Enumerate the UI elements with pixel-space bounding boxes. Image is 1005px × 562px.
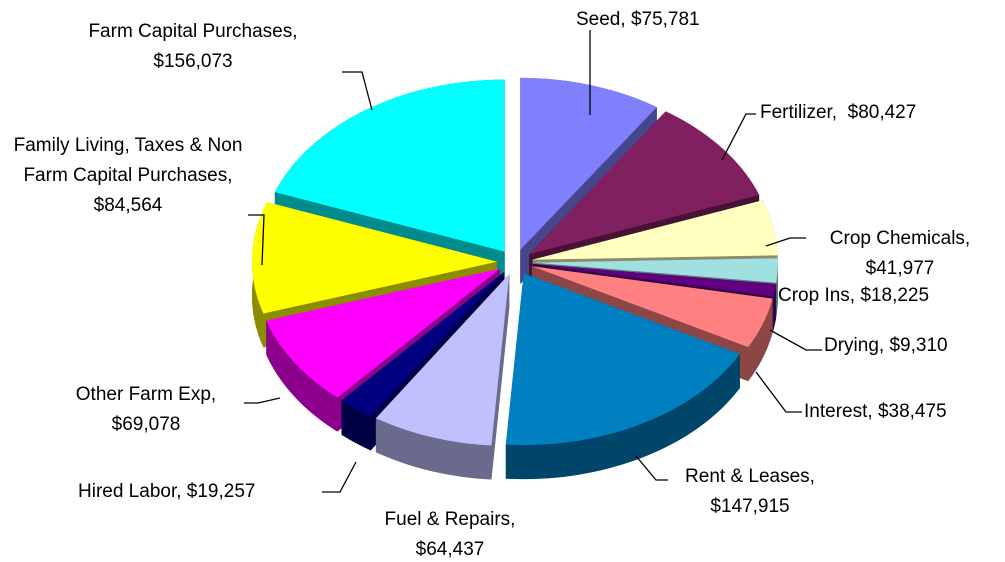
label-name: Crop Ins, [778, 285, 856, 306]
slice-wall [375, 418, 492, 480]
label-value: $147,915 [710, 496, 790, 517]
slice-wall [748, 298, 773, 382]
label-value: $80,427 [847, 102, 917, 123]
slice-label: Rent & Leases, $147,915 [670, 462, 830, 522]
slice-label: Family Living, Taxes & Non Farm Capital … [8, 131, 248, 221]
leader-line [342, 71, 373, 111]
slice-label: Fertilizer, $80,427 [760, 98, 916, 128]
slice [520, 77, 657, 250]
label-name: Farm Capital Purchases, [88, 21, 298, 42]
label-value: $84,564 [93, 195, 163, 216]
label-value: $75,781 [630, 9, 700, 30]
label-value: $64,437 [415, 539, 485, 560]
slice [252, 202, 498, 314]
slice-wall [776, 258, 778, 317]
leader-line [322, 461, 357, 493]
slice-label: Farm Capital Purchases, $156,073 [88, 17, 298, 77]
slice [532, 258, 778, 283]
slice-label: Seed, $75,781 [576, 5, 700, 35]
label-name: Fuel & Repairs, [384, 509, 516, 530]
slice-wall [266, 320, 338, 432]
leader-line [635, 455, 668, 481]
slices [252, 77, 778, 480]
slice [341, 272, 505, 417]
label-name: Interest, [804, 401, 873, 422]
leader-line [765, 237, 806, 247]
label-name: Rent & Leases, [685, 466, 815, 487]
leader-line [769, 329, 822, 351]
slice-wall [773, 284, 777, 331]
leader-line [755, 371, 802, 413]
label-name: Family Living, Taxes & Non Farm Capital … [13, 135, 243, 186]
label-name: Crop Chemicals, [829, 228, 971, 249]
label-value: $156,073 [153, 51, 233, 72]
label-value: $19,257 [186, 481, 256, 502]
label-name: Hired Labor, [78, 481, 182, 502]
label-name: Fertilizer, [760, 102, 838, 123]
slice [266, 268, 500, 398]
label-value: $69,078 [111, 414, 181, 435]
slice [375, 273, 510, 446]
slice [505, 273, 740, 446]
slice [531, 266, 773, 348]
slice-edge [491, 273, 510, 480]
label-value: $9,310 [889, 335, 948, 356]
label-name: Drying, [824, 335, 885, 356]
leader-line [244, 397, 281, 404]
leader-line [721, 113, 756, 161]
leader-line [248, 214, 265, 266]
slice [532, 263, 777, 297]
slice-wall [505, 354, 740, 480]
slice-label: Hired Labor, $19,257 [78, 477, 255, 507]
slice [529, 111, 760, 255]
slice [274, 79, 505, 252]
slice-label: Crop Ins, $18,225 [778, 281, 929, 311]
label-name: Other Farm Exp, [75, 384, 217, 405]
label-value: $41,977 [865, 258, 935, 279]
slice-label: Drying, $9,310 [824, 331, 948, 361]
slice-label: Interest, $38,475 [804, 397, 947, 427]
label-name: Seed, [576, 9, 626, 30]
slice-wall [341, 400, 371, 451]
slice-label: Other Farm Exp, $69,078 [60, 380, 232, 440]
slice-label: Fuel & Repairs, $64,437 [370, 505, 530, 562]
label-value: $18,225 [860, 285, 930, 306]
leader-lines [244, 30, 822, 493]
slice-label: Crop Chemicals, $41,977 [800, 224, 1000, 284]
slice [532, 200, 778, 260]
label-value: $38,475 [877, 401, 947, 422]
